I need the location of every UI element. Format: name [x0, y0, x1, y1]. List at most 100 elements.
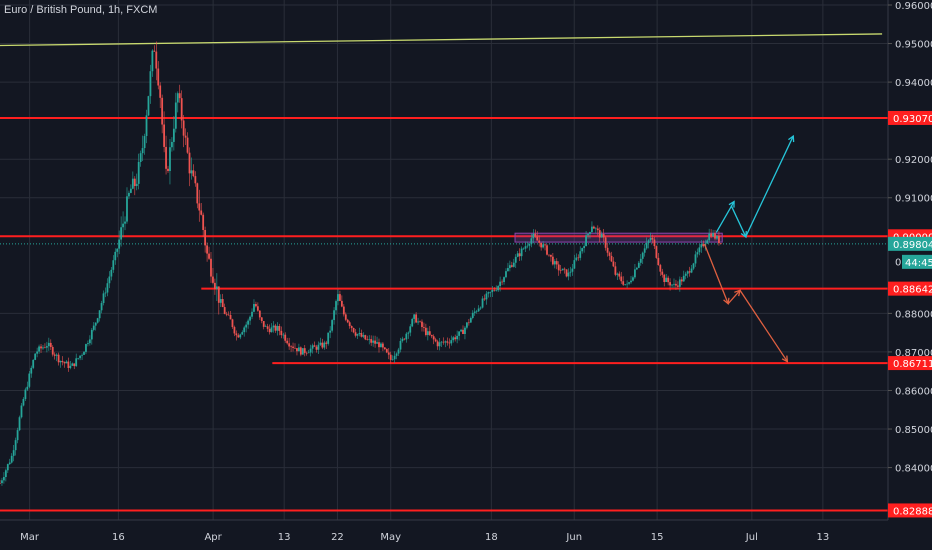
candle-body	[231, 319, 234, 328]
candle-body	[243, 327, 246, 333]
candle-body	[655, 246, 658, 258]
candle-body	[366, 339, 369, 340]
candle-body	[344, 314, 347, 320]
candle-body	[192, 170, 195, 177]
candle-body	[653, 239, 656, 247]
candle-body	[528, 244, 531, 246]
y-tick-label: 0.84000	[895, 464, 932, 475]
candle-body	[278, 325, 281, 331]
candle-body	[10, 455, 13, 463]
candle-body	[28, 373, 31, 387]
price-badges: 0.930700.900000.886420.867110.828880.0.8…	[888, 110, 932, 518]
candle-body	[251, 311, 253, 317]
candle-body	[501, 281, 503, 283]
candle-body	[624, 284, 627, 285]
candle-body	[161, 97, 164, 125]
candle-body	[57, 354, 60, 363]
candle-body	[438, 342, 441, 347]
candle-body	[389, 354, 392, 360]
candle-body	[350, 326, 353, 328]
candle-body	[409, 326, 412, 333]
candle-body	[96, 318, 99, 323]
candle-body	[171, 141, 173, 148]
candle-body	[553, 261, 556, 265]
candle-body	[413, 314, 416, 319]
candle-body	[649, 237, 652, 241]
candle-body	[714, 233, 716, 239]
candle-body	[79, 355, 81, 359]
candle-body	[335, 301, 337, 311]
candle-body	[452, 337, 455, 341]
candle-body	[569, 271, 572, 273]
candle-body	[671, 284, 673, 286]
candle-body	[563, 268, 566, 270]
candle-body	[309, 348, 312, 353]
candle-body	[194, 176, 197, 184]
candle-body	[141, 148, 144, 154]
candle-body	[215, 286, 218, 289]
candle-body	[87, 343, 89, 345]
candle-body	[719, 243, 722, 244]
candle-body	[393, 355, 396, 360]
candle-body	[358, 333, 361, 335]
x-tick-label: Apr	[204, 532, 222, 543]
candle-body	[536, 236, 539, 241]
candle-body	[385, 349, 388, 353]
candle-body	[178, 93, 181, 99]
candle-body	[632, 277, 634, 281]
candle-body	[133, 178, 136, 187]
candle-body	[428, 331, 431, 335]
candle-body	[614, 266, 617, 275]
candle-body	[165, 146, 167, 169]
candle-body	[497, 285, 500, 291]
candle-body	[606, 247, 609, 253]
trendline	[0, 33, 883, 47]
candle-body	[587, 234, 589, 236]
candle-body	[305, 352, 308, 354]
horizontal-levels	[0, 116, 888, 512]
level-badge	[888, 281, 932, 296]
candle-body	[12, 450, 15, 456]
candle-body	[239, 334, 242, 338]
candle-body	[329, 330, 332, 333]
candle-body	[42, 347, 44, 349]
candle-body	[188, 152, 191, 174]
candle-body	[360, 333, 363, 337]
candle-body	[237, 335, 240, 338]
candle-body	[397, 349, 400, 354]
candle-body	[405, 333, 408, 340]
candle-body	[169, 147, 171, 172]
candle-body	[262, 321, 265, 327]
candle-body	[30, 367, 33, 374]
candle-body	[128, 192, 130, 197]
candle-body	[591, 226, 593, 233]
candle-body	[298, 347, 300, 352]
candle-body	[600, 234, 603, 238]
candle-body	[81, 354, 83, 356]
candle-body	[258, 310, 261, 318]
candle-body	[276, 325, 279, 331]
candle-body	[383, 347, 386, 350]
candle-body	[620, 276, 623, 282]
candle-body	[673, 283, 675, 285]
candle-body	[255, 304, 257, 307]
candle-body	[270, 327, 273, 333]
price-axis-panel[interactable]	[888, 0, 932, 550]
candle-body	[407, 332, 410, 334]
candle-body	[456, 335, 459, 340]
candle-body	[426, 331, 429, 335]
candle-body	[499, 281, 502, 286]
candle-body	[122, 223, 124, 228]
candle-body	[354, 332, 357, 336]
level-badge	[888, 503, 932, 518]
candle-body	[432, 336, 435, 340]
candle-body	[573, 260, 576, 269]
candle-body	[153, 50, 156, 52]
candle-body	[51, 346, 54, 355]
candle-body	[651, 237, 654, 240]
candle-body	[174, 102, 177, 129]
x-tick-label: 13	[817, 532, 830, 543]
candle-body	[8, 462, 11, 465]
